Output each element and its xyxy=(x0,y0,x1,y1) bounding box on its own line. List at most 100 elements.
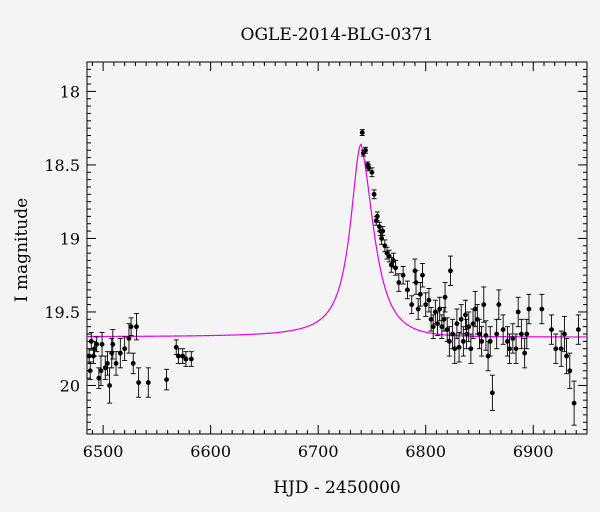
point-marker xyxy=(519,331,524,337)
data-point xyxy=(423,292,429,317)
point-marker xyxy=(489,390,495,396)
point-marker xyxy=(448,268,453,274)
point-marker xyxy=(413,280,419,285)
data-point xyxy=(437,296,443,322)
data-point xyxy=(404,280,410,300)
data-point xyxy=(98,355,104,386)
data-point xyxy=(561,315,567,353)
point-marker xyxy=(98,368,104,374)
data-point xyxy=(393,260,399,276)
data-point xyxy=(454,308,460,339)
point-marker xyxy=(487,338,493,344)
point-marker xyxy=(109,350,115,356)
point-marker xyxy=(183,356,189,362)
data-point xyxy=(417,282,423,307)
data-point xyxy=(164,368,170,391)
data-point xyxy=(430,314,436,339)
point-marker xyxy=(88,338,94,344)
point-marker xyxy=(479,338,485,344)
data-point xyxy=(513,333,519,364)
data-point xyxy=(136,367,142,398)
point-marker xyxy=(107,383,112,388)
point-marker xyxy=(126,336,132,341)
data-point xyxy=(400,265,406,285)
point-marker xyxy=(366,165,372,171)
data-point xyxy=(369,167,375,178)
data-point xyxy=(549,314,555,345)
point-marker xyxy=(145,380,151,385)
data-point xyxy=(396,273,402,292)
point-marker xyxy=(470,321,476,327)
point-marker xyxy=(494,331,500,337)
point-marker xyxy=(463,312,468,318)
data-point xyxy=(539,293,545,325)
point-marker xyxy=(481,302,487,308)
point-marker xyxy=(472,306,478,312)
point-marker xyxy=(122,346,128,352)
point-marker xyxy=(423,302,429,308)
data-point xyxy=(487,326,493,357)
y-tick-label: 18 xyxy=(60,82,80,101)
point-marker xyxy=(417,291,423,297)
y-axis: 18 18.5 19 19.5 20 xyxy=(44,68,587,431)
data-point xyxy=(128,317,134,336)
data-point xyxy=(456,332,462,363)
data-point xyxy=(496,289,502,320)
data-point xyxy=(117,337,123,369)
data-point xyxy=(122,336,128,361)
data-point xyxy=(507,333,513,364)
data-point xyxy=(524,318,530,350)
data-point xyxy=(426,287,432,313)
data-point xyxy=(489,374,495,411)
data-point xyxy=(466,311,472,342)
data-point xyxy=(126,323,132,354)
point-marker xyxy=(94,341,100,347)
data-point xyxy=(476,318,482,350)
point-marker xyxy=(466,324,472,330)
point-marker xyxy=(437,306,443,312)
y-axis-label: I magnitude xyxy=(12,198,32,302)
point-marker xyxy=(524,331,530,337)
point-marker xyxy=(439,324,445,330)
data-point xyxy=(444,317,450,342)
point-marker xyxy=(464,331,469,337)
point-marker xyxy=(454,321,460,327)
point-marker xyxy=(409,302,415,308)
point-marker xyxy=(452,346,458,352)
point-marker xyxy=(510,336,516,341)
model-curve xyxy=(87,143,587,338)
point-marker xyxy=(522,350,528,356)
chart-title: OGLE-2014-BLG-0371 xyxy=(241,25,434,45)
point-marker xyxy=(567,368,573,374)
data-point xyxy=(374,211,380,222)
data-point xyxy=(145,367,151,398)
data-point xyxy=(472,290,478,328)
data-point xyxy=(447,255,453,286)
point-marker xyxy=(175,353,181,359)
data-point xyxy=(464,318,470,350)
data-point xyxy=(113,351,119,376)
point-marker xyxy=(117,350,123,356)
data-point xyxy=(130,352,136,375)
plot-frame xyxy=(86,61,588,435)
point-marker xyxy=(446,338,452,344)
data-point xyxy=(379,232,385,245)
point-marker xyxy=(420,272,425,278)
point-marker xyxy=(113,361,119,366)
data-point xyxy=(575,314,581,345)
point-marker xyxy=(359,130,365,135)
point-marker xyxy=(396,280,402,285)
data-point xyxy=(110,329,116,360)
point-marker xyxy=(460,338,466,344)
data-point xyxy=(442,282,448,313)
data-point xyxy=(564,337,570,375)
point-marker xyxy=(428,316,434,322)
point-marker xyxy=(180,353,186,359)
point-marker xyxy=(99,341,105,347)
data-point xyxy=(188,351,194,367)
point-marker xyxy=(393,265,399,271)
point-marker xyxy=(442,294,448,300)
data-point xyxy=(518,318,524,350)
point-marker xyxy=(92,346,97,352)
data-point xyxy=(504,326,510,357)
